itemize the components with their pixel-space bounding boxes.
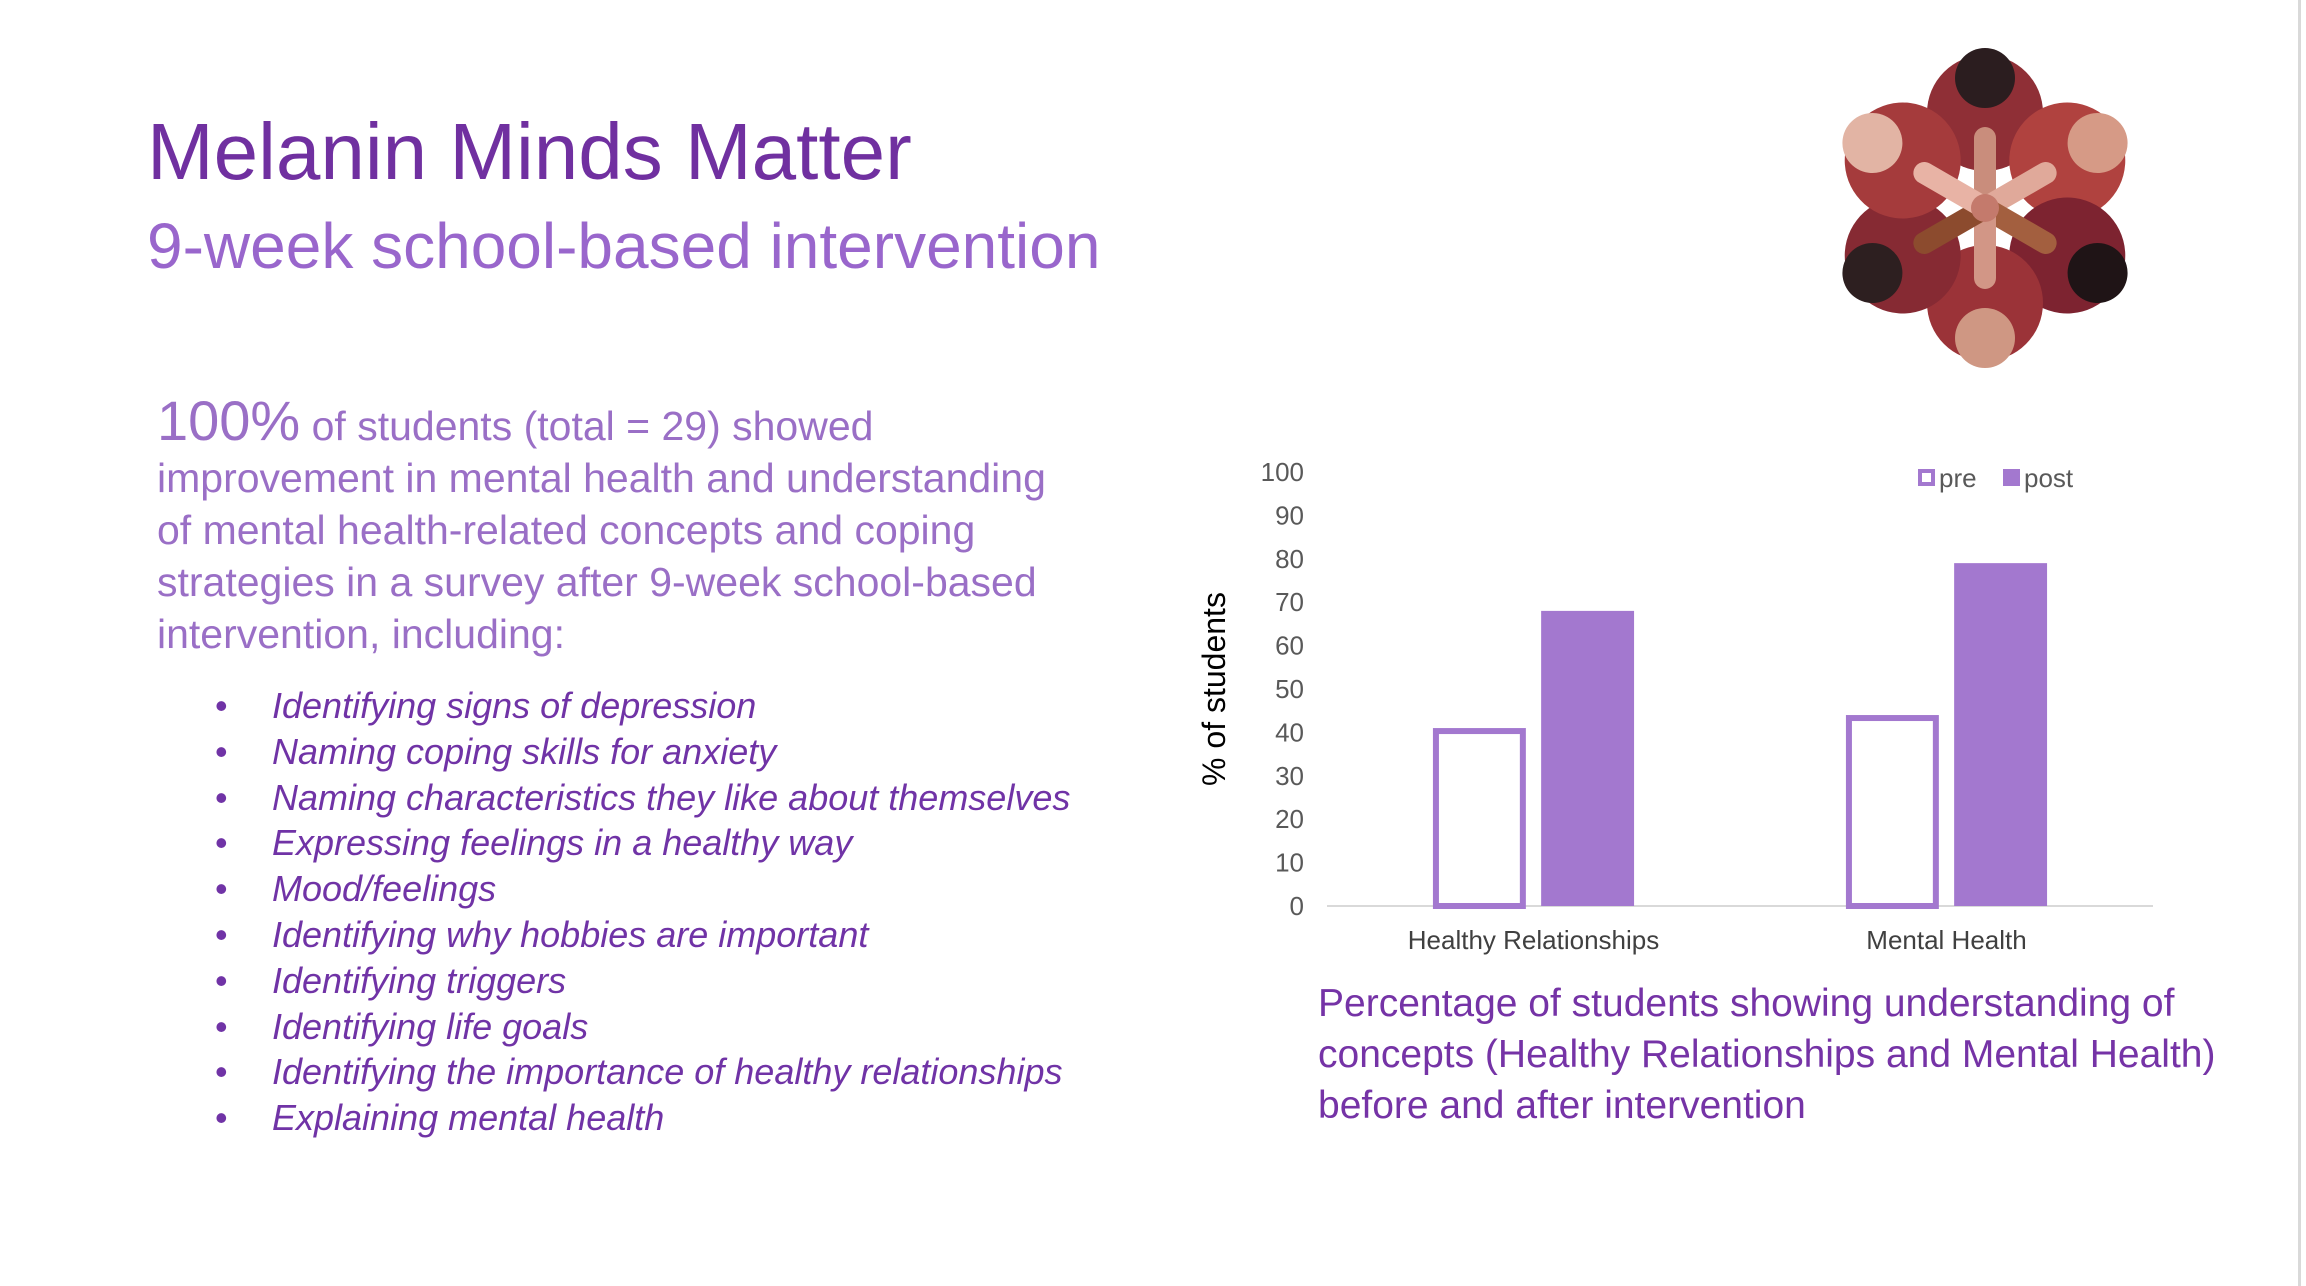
- bar-post: [1954, 563, 2048, 906]
- y-tick-label: 0: [1290, 891, 1304, 921]
- stat-paragraph: 100% of students (total = 29) showed imp…: [157, 393, 1057, 660]
- y-tick-label: 60: [1275, 631, 1304, 661]
- bullet-item: Naming coping skills for anxiety: [215, 729, 1070, 775]
- bar-post: [1541, 610, 1635, 906]
- bullet-item: Identifying signs of depression: [215, 683, 1070, 729]
- chart-caption: Percentage of students showing understan…: [1318, 982, 2216, 1127]
- skills-bullet-list: Identifying signs of depression Naming c…: [215, 683, 1070, 1141]
- legend-swatch-post: [2003, 469, 2020, 486]
- x-tick-label: Mental Health: [1866, 925, 2026, 955]
- stat-text: of students (total = 29) showed improvem…: [157, 403, 1046, 657]
- bullet-item: Naming characteristics they like about t…: [215, 775, 1070, 821]
- people-circle-illustration-icon: [1842, 48, 2128, 368]
- bar-pre: [1432, 728, 1526, 909]
- slide-title: Melanin Minds Matter: [147, 107, 912, 196]
- bullet-item: Identifying why hobbies are important: [215, 912, 1070, 958]
- bullet-item: Explaining mental health: [215, 1095, 1070, 1141]
- y-tick-label: 40: [1275, 717, 1304, 747]
- y-tick-label: 20: [1275, 804, 1304, 834]
- stat-highlight: 100%: [157, 389, 301, 452]
- legend-label-post: post: [2024, 463, 2074, 493]
- bullet-item: Identifying triggers: [215, 958, 1070, 1004]
- slide-edge-line: [2298, 0, 2301, 1286]
- y-tick-label: 80: [1275, 544, 1304, 574]
- legend-label-pre: pre: [1939, 463, 1977, 493]
- slide-subtitle: 9-week school-based intervention: [147, 210, 1101, 282]
- y-tick-label: 90: [1275, 500, 1304, 530]
- y-tick-label: 50: [1275, 674, 1304, 704]
- y-tick-label: 10: [1275, 848, 1304, 878]
- bullet-item: Identifying life goals: [215, 1004, 1070, 1050]
- y-tick-label: 70: [1275, 587, 1304, 617]
- legend-swatch-pre: [1918, 469, 1935, 486]
- bar-pre: [1845, 715, 1939, 910]
- bullet-item: Identifying the importance of healthy re…: [215, 1049, 1070, 1095]
- y-axis-title: % of students: [1196, 592, 1232, 786]
- x-tick-label: Healthy Relationships: [1408, 925, 1659, 955]
- y-tick-label: 100: [1261, 457, 1304, 487]
- bullet-item: Mood/feelings: [215, 866, 1070, 912]
- bullet-item: Expressing feelings in a healthy way: [215, 820, 1070, 866]
- pre-post-bar-chart: 0 10 20 30 40 50 60 70 80 90 100 % of students Healt…: [1196, 457, 2153, 955]
- y-tick-label: 30: [1275, 761, 1304, 791]
